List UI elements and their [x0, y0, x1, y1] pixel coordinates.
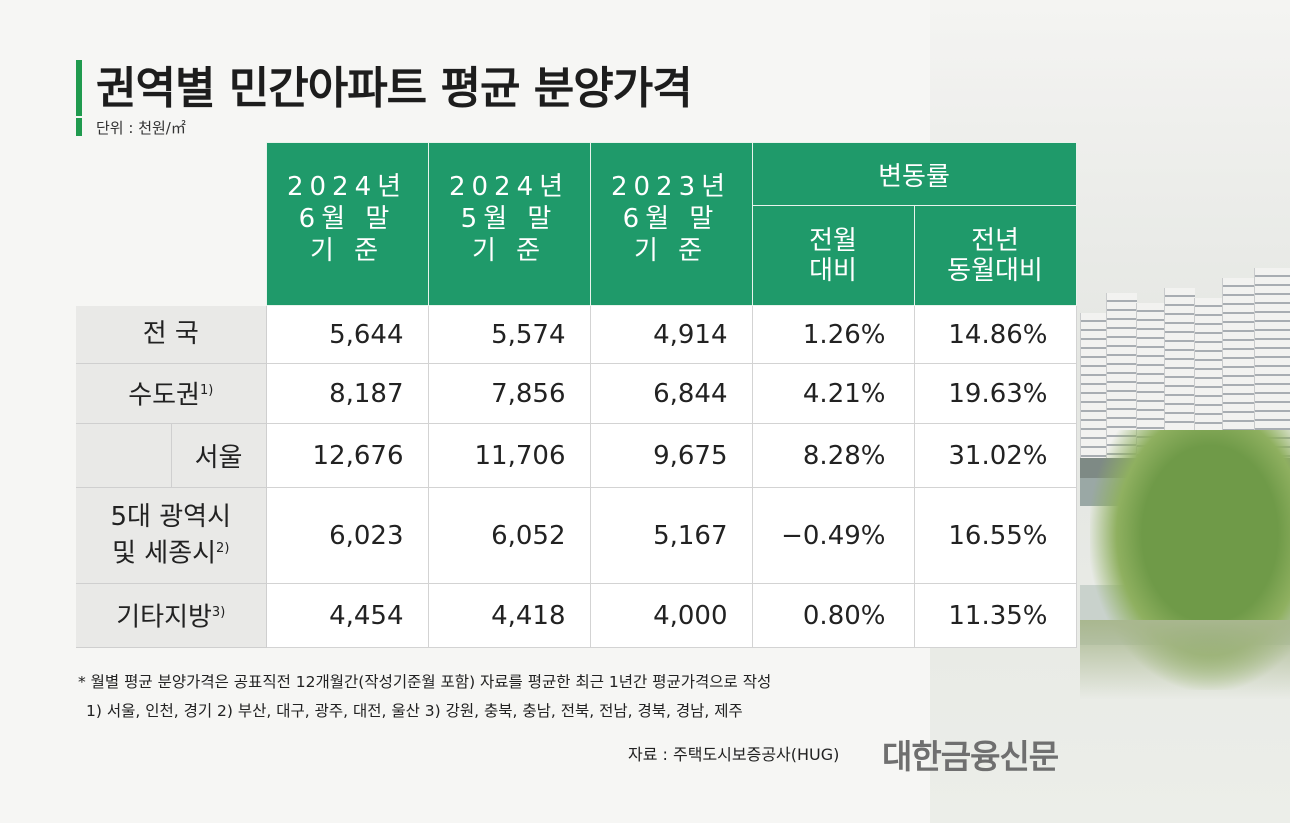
table-cell: 5,167 — [590, 487, 753, 584]
table-cell: 7,856 — [428, 363, 591, 424]
row-label: 전 국 — [76, 305, 267, 364]
table-cell: 4,454 — [266, 583, 429, 648]
table-cell: 0.80% — [752, 583, 915, 648]
table-cell: 31.02% — [914, 423, 1077, 488]
table-cell: 6,023 — [266, 487, 429, 584]
table-cell: 11.35% — [914, 583, 1077, 648]
header-change-rate: 변동률 — [751, 142, 1077, 206]
table-cell: 4,418 — [428, 583, 591, 648]
header-mom: 전월 대비 — [751, 205, 915, 306]
table-cell: 19.63% — [914, 363, 1077, 424]
source-label: 자료 : 주택도시보증공사(HUG) — [628, 745, 840, 764]
table-cell: 4,914 — [590, 305, 753, 364]
header-2024-06: 2024년 6월 말 기 준 — [265, 142, 429, 306]
table-cell: 16.55% — [914, 487, 1077, 584]
row-label: 수도권1) — [76, 363, 267, 424]
table-cell: 8.28% — [752, 423, 915, 488]
indent-cell — [76, 423, 172, 488]
table-cell: 12,676 — [266, 423, 429, 488]
table-cell: 5,574 — [428, 305, 591, 364]
footnote-regions: 1) 서울, 인천, 경기 2) 부산, 대구, 광주, 대전, 울산 3) 강… — [86, 702, 743, 720]
corner-cell — [76, 143, 266, 306]
table-cell: 4,000 — [590, 583, 753, 648]
table-cell: 6,844 — [590, 363, 753, 424]
row-label: 서울 — [171, 423, 267, 488]
background-photo — [930, 0, 1290, 823]
price-table: 2024년 6월 말 기 준 2024년 5월 말 기 준 2023년 6월 말… — [76, 142, 1077, 648]
chart-title: 권역별 민간아파트 평균 분양가격 — [96, 63, 693, 114]
publisher-logo: 대한금융신문 — [882, 737, 1059, 776]
row-label: 기타지방3) — [76, 583, 267, 648]
table-cell: 11,706 — [428, 423, 591, 488]
table-cell: 8,187 — [266, 363, 429, 424]
table-cell: 9,675 — [590, 423, 753, 488]
table-row: 수도권1) 8,187 7,856 6,844 4.21% 19.63% — [76, 363, 1077, 424]
table-cell: −0.49% — [752, 487, 915, 584]
table-row: 서울 12,676 11,706 9,675 8.28% 31.02% — [76, 423, 1077, 488]
table-cell: 6,052 — [428, 487, 591, 584]
table-row: 5대 광역시 및 세종시2) 6,023 6,052 5,167 −0.49% … — [76, 487, 1077, 584]
table-row: 기타지방3) 4,454 4,418 4,000 0.80% 11.35% — [76, 583, 1077, 648]
row-label: 5대 광역시 및 세종시2) — [76, 487, 267, 584]
header-2024-05: 2024년 5월 말 기 준 — [427, 142, 591, 306]
header-2023-06: 2023년 6월 말 기 준 — [589, 142, 753, 306]
table-row: 전 국 5,644 5,574 4,914 1.26% 14.86% — [76, 305, 1077, 364]
unit-accent-bar — [76, 118, 82, 136]
title-accent-bar — [76, 60, 82, 116]
table-cell: 1.26% — [752, 305, 915, 364]
unit-label: 단위 : 천원/㎡ — [96, 119, 186, 137]
footnote-method: * 월별 평균 분양가격은 공표직전 12개월간(작성기준월 포함) 자료를 평… — [78, 673, 772, 691]
table-cell: 4.21% — [752, 363, 915, 424]
header-yoy: 전년 동월대비 — [913, 205, 1077, 306]
table-cell: 5,644 — [266, 305, 429, 364]
table-cell: 14.86% — [914, 305, 1077, 364]
